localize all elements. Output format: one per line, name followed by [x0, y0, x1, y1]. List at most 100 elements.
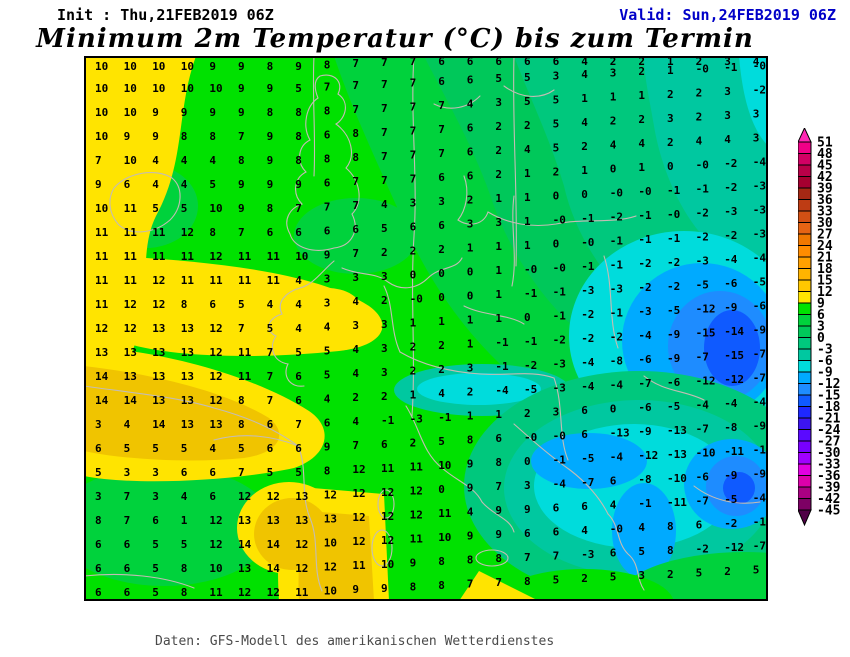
temp-value: 10	[381, 558, 394, 571]
scale-segment	[798, 464, 811, 476]
temp-value: 5	[152, 202, 159, 215]
temp-value: 11	[410, 460, 424, 473]
temp-value: 11	[238, 274, 252, 287]
footer-credit: Daten: GFS-Modell des amerikanischen Wet…	[155, 604, 554, 657]
scale-segment	[798, 476, 811, 488]
temp-value: -7	[696, 494, 709, 507]
temp-value: 3	[524, 479, 531, 492]
temp-value: -12	[638, 449, 658, 462]
temp-value: 6	[95, 586, 102, 599]
temp-value: 6	[410, 220, 417, 233]
temp-value: 10	[124, 60, 137, 73]
temp-value: 8	[295, 106, 302, 119]
temp-value: 8	[181, 130, 188, 143]
temp-value: 4	[467, 98, 474, 111]
temp-value: -7	[696, 422, 709, 435]
temp-value: -1	[381, 414, 395, 427]
temp-value: 12	[267, 586, 280, 599]
temp-value: 3	[381, 366, 388, 379]
temp-value: 7	[524, 551, 531, 564]
temp-value: 10	[181, 82, 194, 95]
temp-value: -2	[724, 157, 737, 170]
temp-value: -4	[724, 397, 738, 410]
temp-value: 3	[410, 196, 417, 209]
temp-value: 6	[438, 219, 445, 232]
temp-value: 1	[410, 316, 417, 329]
temp-value: -4	[581, 356, 595, 369]
temp-value: -2	[696, 230, 709, 243]
temp-value: -4	[753, 396, 767, 409]
temp-value: 7	[381, 126, 388, 139]
temp-value: 11	[124, 250, 138, 263]
temp-value: 11	[181, 274, 195, 287]
temp-value: 4	[152, 154, 159, 167]
temp-value: 4	[610, 499, 617, 512]
temp-value: -4	[495, 384, 509, 397]
temp-value: -8	[638, 473, 651, 486]
temp-value: 6	[295, 442, 302, 455]
temp-value: 13	[152, 322, 165, 335]
temp-value: 11	[267, 250, 281, 263]
temp-value: 8	[667, 520, 674, 533]
temp-value: 4	[295, 274, 302, 287]
temp-value: 6	[553, 501, 560, 514]
temp-value: 3	[352, 319, 359, 332]
temp-value: 2	[524, 119, 531, 132]
temp-value: 1	[495, 264, 502, 277]
temp-value: 7	[238, 130, 245, 143]
temp-value: -5	[667, 400, 680, 413]
temp-value: -2	[638, 257, 651, 270]
temp-value: 12	[295, 538, 308, 551]
temp-value: -9	[753, 324, 766, 337]
temp-value: -2	[524, 359, 537, 372]
temp-value: 13	[181, 370, 194, 383]
temp-value: 0	[610, 163, 617, 176]
temp-value: 10	[95, 106, 108, 119]
temp-value: 3	[667, 112, 674, 125]
init-datetime: Init : Thu,21FEB2019 06Z	[57, 6, 274, 24]
temp-value: 11	[295, 586, 309, 599]
temp-value: -4	[724, 253, 738, 266]
temp-value: 2	[495, 168, 502, 181]
temp-value: -13	[667, 424, 687, 437]
temp-value: -0	[553, 213, 566, 226]
temp-value: -0	[638, 185, 651, 198]
temp-value: -13	[610, 427, 630, 440]
temp-value: -0	[696, 62, 709, 75]
temp-value: -1	[581, 260, 595, 273]
temp-value: 7	[295, 202, 302, 215]
temp-value: 4	[324, 321, 331, 334]
temp-value: -1	[581, 212, 595, 225]
temp-value: 8	[238, 394, 245, 407]
temp-value: 8	[181, 298, 188, 311]
temp-value: 5	[638, 545, 645, 558]
temp-value: 2	[667, 136, 674, 149]
temp-value: 13	[152, 370, 165, 383]
temp-value: 7	[495, 576, 502, 589]
temp-value: 3	[95, 490, 102, 503]
scale-segment	[798, 338, 811, 350]
temp-value: 2	[410, 364, 417, 377]
temp-value: 7	[410, 172, 417, 185]
temp-value: 7	[295, 418, 302, 431]
temp-value: 7	[438, 147, 445, 160]
temp-value: -4	[753, 252, 767, 265]
temp-value: -13	[667, 448, 687, 461]
temp-value: 6	[124, 562, 131, 575]
temp-value: -17	[753, 444, 768, 457]
temp-value: 2	[553, 165, 560, 178]
temp-value: 10	[181, 60, 194, 73]
temp-value: 12	[238, 586, 251, 599]
temp-value: 4	[696, 134, 703, 147]
temp-value: -7	[581, 476, 594, 489]
temp-value: -3	[753, 228, 766, 241]
temp-value: 0	[667, 160, 674, 173]
temp-value: 2	[581, 572, 588, 585]
temp-value: 3	[95, 418, 102, 431]
temp-value: 12	[324, 561, 337, 574]
temp-value: -2	[724, 181, 737, 194]
temp-value: 2	[495, 144, 502, 157]
temp-value: 7	[352, 175, 359, 188]
temp-value: 8	[181, 586, 188, 599]
temp-value: -8	[724, 421, 737, 434]
